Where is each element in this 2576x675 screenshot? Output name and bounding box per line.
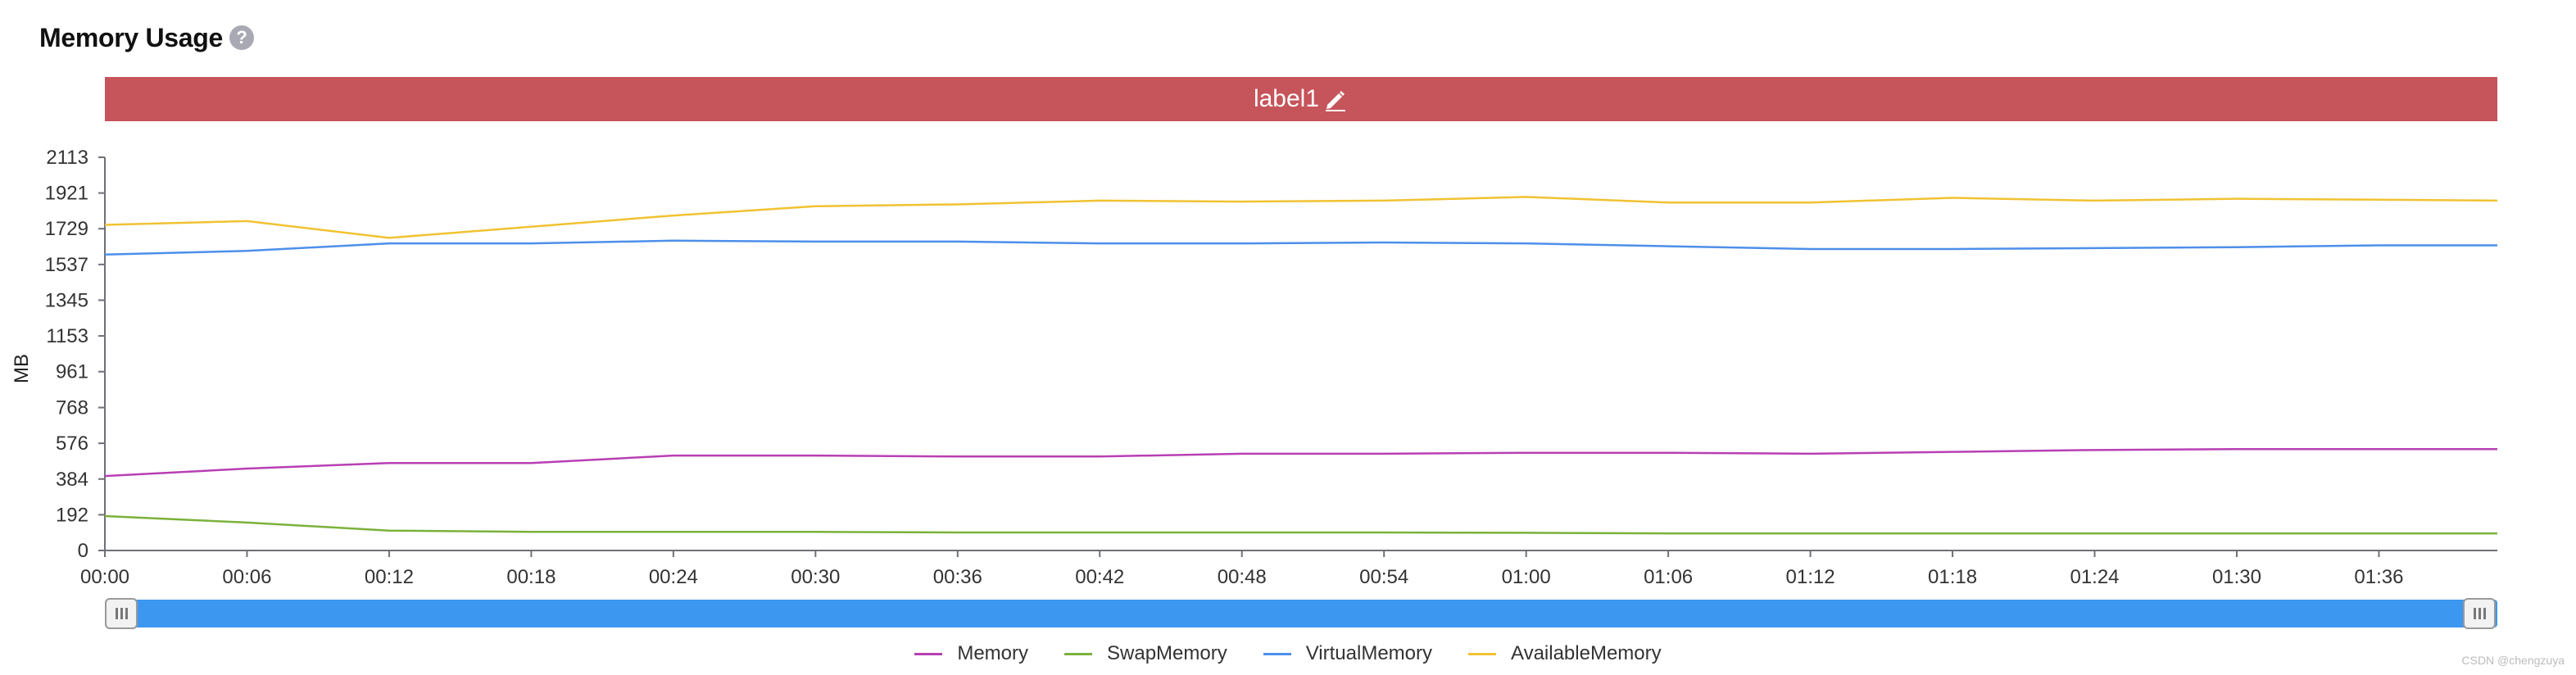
x-tick-label: 00:06 (222, 566, 271, 588)
legend-item-swapmemory[interactable]: SwapMemory (1064, 642, 1227, 665)
x-tick-label: 00:30 (791, 566, 840, 588)
legend-item-memory[interactable]: Memory (914, 642, 1028, 665)
x-tick-label: 00:54 (1359, 566, 1408, 588)
series-line-availablememory (104, 196, 2498, 239)
pencil-icon[interactable] (1321, 85, 1349, 113)
x-tick-label: 00:48 (1218, 566, 1267, 588)
y-tick-label: 1345 (45, 289, 88, 311)
chart-legend: Memory SwapMemory VirtualMemory AvailableMe… (0, 637, 2576, 670)
y-tick-label: 576 (56, 433, 88, 455)
x-axis: 00:00 00:06 00:12 00:18 00:24 00:30 00:36 00:42… (80, 550, 2497, 588)
y-tick-label: 384 (56, 469, 88, 491)
panel-title: Memory Usage ? (39, 20, 255, 56)
legend-swatch (1468, 652, 1496, 655)
x-tick-label: 00:36 (933, 566, 982, 588)
x-tick-label: 01:12 (1786, 566, 1835, 588)
legend-label: Memory (957, 642, 1029, 664)
x-tick-label: 01:06 (1644, 566, 1693, 588)
legend-swatch (914, 652, 943, 655)
y-tick-label: 1537 (45, 254, 88, 276)
help-icon[interactable]: ? (229, 25, 255, 50)
y-tick-label: 1153 (46, 325, 88, 347)
legend-item-virtualmemory[interactable]: VirtualMemory (1263, 642, 1432, 665)
label-text: label1 (1253, 85, 1320, 112)
x-tick-label: 01:00 (1502, 566, 1551, 588)
series-line-memory (104, 447, 2497, 478)
x-tick-label: 01:30 (2212, 566, 2261, 588)
label-bar: label1 (105, 77, 2497, 121)
y-tick-label: 2113 (46, 147, 88, 169)
x-tick-label: 00:42 (1075, 566, 1124, 588)
y-tick-label: 961 (56, 361, 88, 383)
x-tick-label: 01:18 (1928, 566, 1977, 588)
series-lines (104, 196, 2498, 535)
watermark: CSDN @chengzuya (2461, 654, 2565, 667)
panel-title-text: Memory Usage (39, 22, 224, 52)
x-tick-label: 00:12 (365, 566, 414, 588)
y-axis: 0 192 384 576 768 961 1153 1345 1537 1729 1921 2113 (45, 147, 106, 562)
y-tick-label: 1729 (45, 218, 88, 240)
legend-item-availablememory[interactable]: AvailableMemory (1468, 642, 1662, 665)
data-zoom-track[interactable] (105, 600, 2497, 627)
x-tick-label: 00:24 (649, 566, 698, 588)
data-zoom-end-handle[interactable] (2463, 598, 2496, 629)
x-tick-label: 00:00 (80, 566, 129, 588)
x-tick-label: 01:36 (2354, 566, 2403, 588)
series-line-swapmemory (104, 514, 2497, 535)
series-line-virtualmemory (104, 239, 2497, 256)
y-tick-label: 1921 (45, 183, 88, 205)
legend-label: VirtualMemory (1305, 642, 1432, 664)
y-axis-label: MB (11, 354, 33, 383)
x-tick-label: 00:18 (506, 566, 556, 588)
legend-swatch (1263, 652, 1291, 655)
legend-swatch (1064, 652, 1093, 655)
data-zoom-start-handle[interactable] (105, 598, 138, 629)
y-tick-label: 192 (56, 504, 88, 526)
legend-label: SwapMemory (1107, 642, 1227, 664)
legend-label: AvailableMemory (1511, 642, 1662, 664)
y-tick-label: 0 (78, 540, 88, 562)
y-tick-label: 768 (56, 397, 88, 419)
x-tick-label: 01:24 (2070, 566, 2119, 588)
